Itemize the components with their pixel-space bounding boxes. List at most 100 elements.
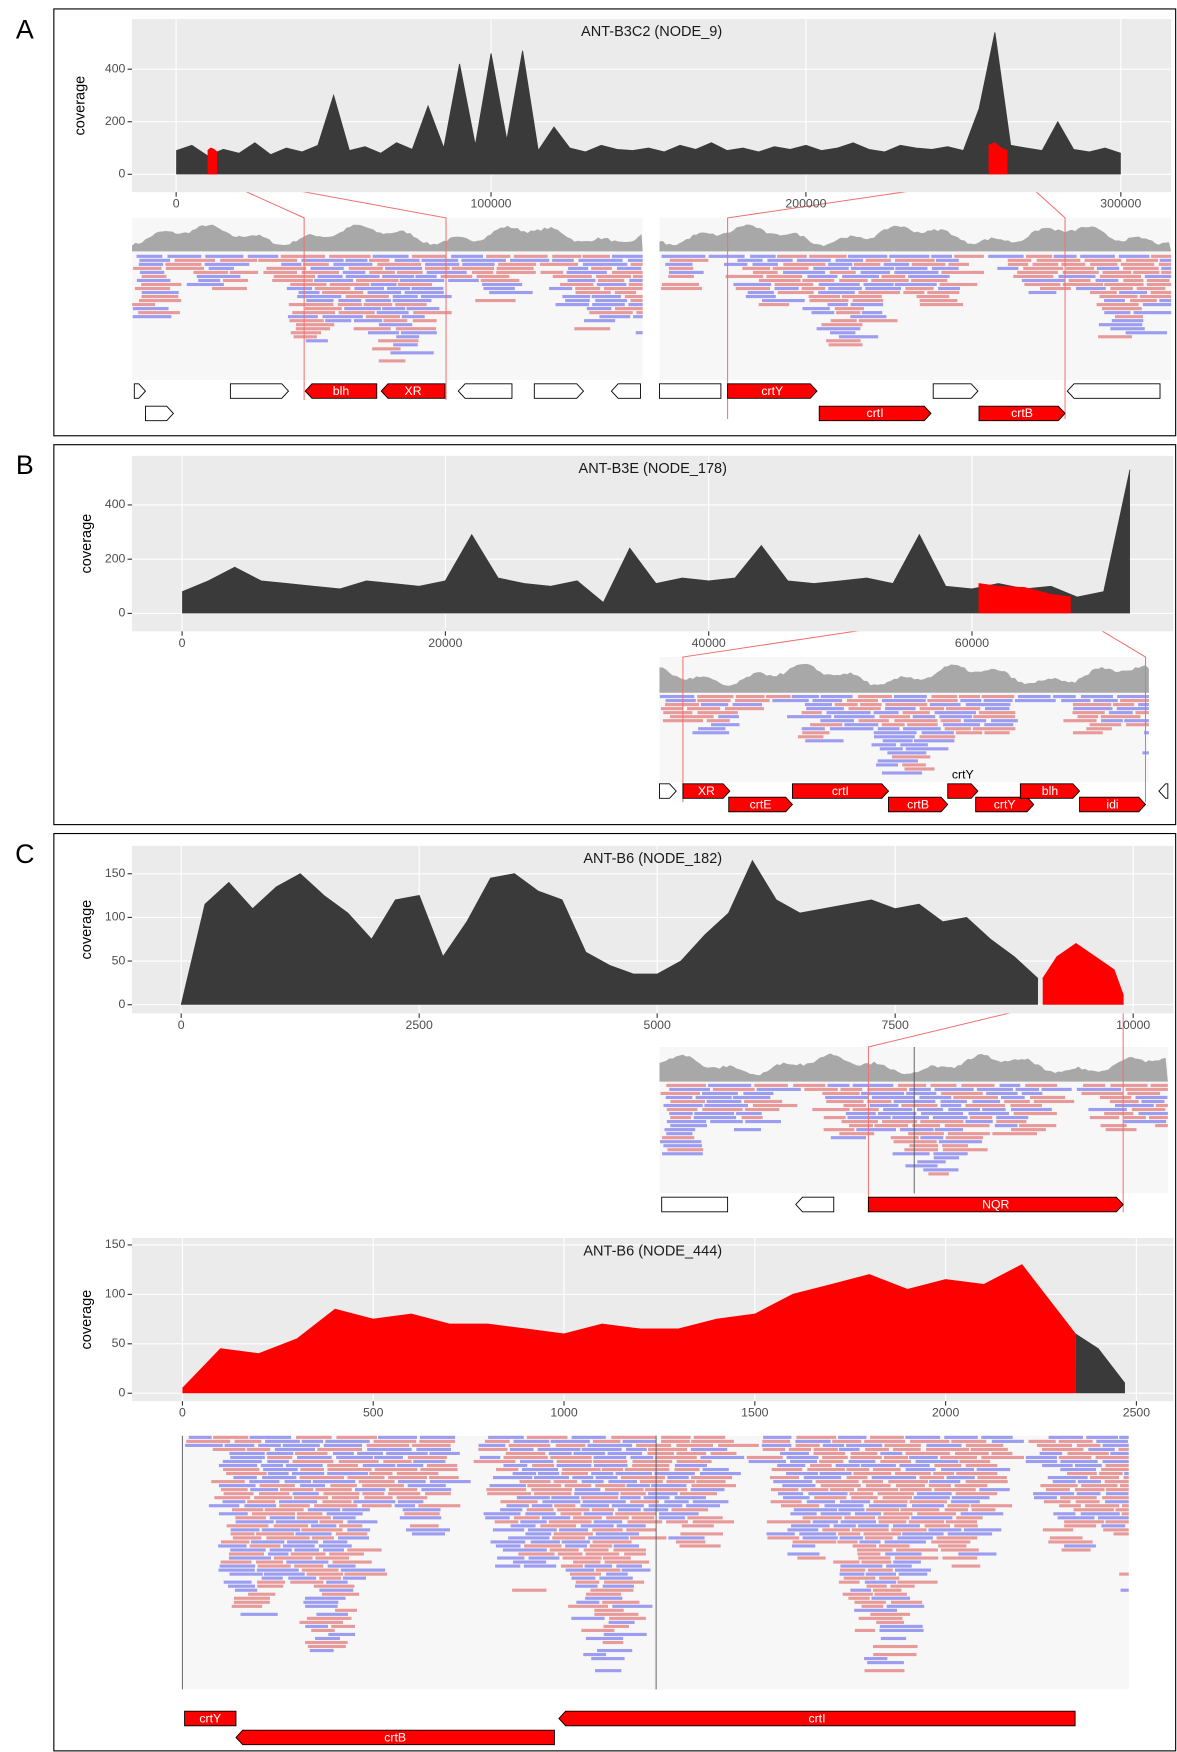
read bbox=[783, 1496, 810, 1499]
read bbox=[615, 291, 636, 294]
read bbox=[1109, 711, 1133, 714]
read bbox=[603, 1641, 624, 1644]
read bbox=[288, 1577, 316, 1580]
read bbox=[480, 1456, 500, 1459]
read bbox=[858, 1556, 890, 1559]
read bbox=[1106, 1488, 1129, 1491]
read bbox=[697, 695, 733, 698]
read bbox=[792, 1544, 815, 1547]
read bbox=[804, 1088, 837, 1091]
read bbox=[257, 1585, 283, 1588]
read bbox=[903, 711, 930, 714]
read bbox=[864, 283, 894, 286]
read bbox=[297, 1512, 322, 1515]
read bbox=[584, 1512, 613, 1515]
read bbox=[220, 259, 257, 262]
read bbox=[187, 283, 224, 286]
read bbox=[379, 359, 406, 362]
read bbox=[733, 703, 762, 706]
read bbox=[698, 727, 725, 730]
read bbox=[1119, 291, 1147, 294]
read bbox=[425, 1492, 451, 1495]
read bbox=[427, 271, 467, 274]
read bbox=[830, 727, 874, 730]
read bbox=[927, 291, 959, 294]
read bbox=[996, 1120, 1026, 1123]
x-tick-label: 5000 bbox=[644, 1018, 671, 1032]
read bbox=[374, 1456, 403, 1459]
read bbox=[687, 707, 720, 710]
read bbox=[686, 1504, 720, 1507]
read bbox=[796, 1436, 836, 1439]
read bbox=[636, 311, 642, 314]
read bbox=[1077, 1444, 1101, 1447]
read bbox=[486, 1488, 526, 1491]
read bbox=[636, 1444, 671, 1447]
read bbox=[885, 1540, 926, 1543]
read bbox=[633, 315, 643, 318]
read bbox=[1121, 1589, 1129, 1592]
read bbox=[941, 1104, 962, 1107]
read bbox=[581, 1524, 614, 1527]
read bbox=[871, 279, 909, 282]
read bbox=[1097, 267, 1119, 270]
read bbox=[493, 1476, 532, 1479]
read bbox=[258, 1565, 291, 1568]
read bbox=[1026, 255, 1052, 258]
read bbox=[288, 315, 318, 318]
read bbox=[626, 1528, 656, 1531]
read bbox=[223, 1468, 259, 1471]
read bbox=[290, 1581, 323, 1584]
read bbox=[603, 1625, 629, 1628]
x-tick-label: 20000 bbox=[428, 636, 462, 650]
read bbox=[1008, 259, 1031, 262]
read bbox=[587, 307, 612, 310]
read bbox=[421, 295, 452, 298]
read bbox=[485, 1516, 509, 1519]
read bbox=[878, 727, 900, 730]
read bbox=[422, 259, 459, 262]
read bbox=[996, 1116, 1028, 1119]
read bbox=[775, 283, 814, 286]
read bbox=[1120, 699, 1149, 702]
read bbox=[226, 1472, 267, 1475]
read bbox=[1064, 1520, 1104, 1523]
read bbox=[322, 291, 363, 294]
read bbox=[822, 1456, 848, 1459]
read bbox=[596, 1532, 639, 1535]
read bbox=[1140, 295, 1171, 298]
read bbox=[504, 1456, 548, 1459]
read bbox=[767, 1532, 795, 1535]
read bbox=[1074, 1508, 1114, 1511]
read bbox=[367, 1448, 412, 1451]
read bbox=[750, 255, 776, 258]
read bbox=[1073, 703, 1111, 706]
read bbox=[889, 255, 929, 258]
read bbox=[782, 1484, 815, 1487]
read bbox=[992, 1132, 1037, 1135]
read bbox=[1063, 271, 1099, 274]
read bbox=[538, 1448, 581, 1451]
read bbox=[851, 267, 894, 270]
read bbox=[941, 1092, 983, 1095]
gene-arrow bbox=[796, 1197, 834, 1212]
read bbox=[1086, 727, 1112, 730]
read bbox=[510, 259, 549, 262]
read bbox=[856, 1128, 896, 1131]
read bbox=[1090, 723, 1121, 726]
read bbox=[988, 255, 1023, 258]
read bbox=[205, 263, 250, 266]
read bbox=[886, 1565, 912, 1568]
read bbox=[968, 1112, 1009, 1115]
y-tick-label: 50 bbox=[112, 953, 126, 967]
read bbox=[973, 727, 1015, 730]
read bbox=[780, 1452, 809, 1455]
read bbox=[814, 1448, 838, 1451]
read bbox=[495, 1520, 519, 1523]
read bbox=[367, 1444, 409, 1447]
read bbox=[561, 1565, 583, 1568]
read bbox=[726, 275, 764, 278]
read bbox=[368, 291, 402, 294]
read bbox=[662, 255, 706, 258]
read bbox=[919, 1096, 951, 1099]
